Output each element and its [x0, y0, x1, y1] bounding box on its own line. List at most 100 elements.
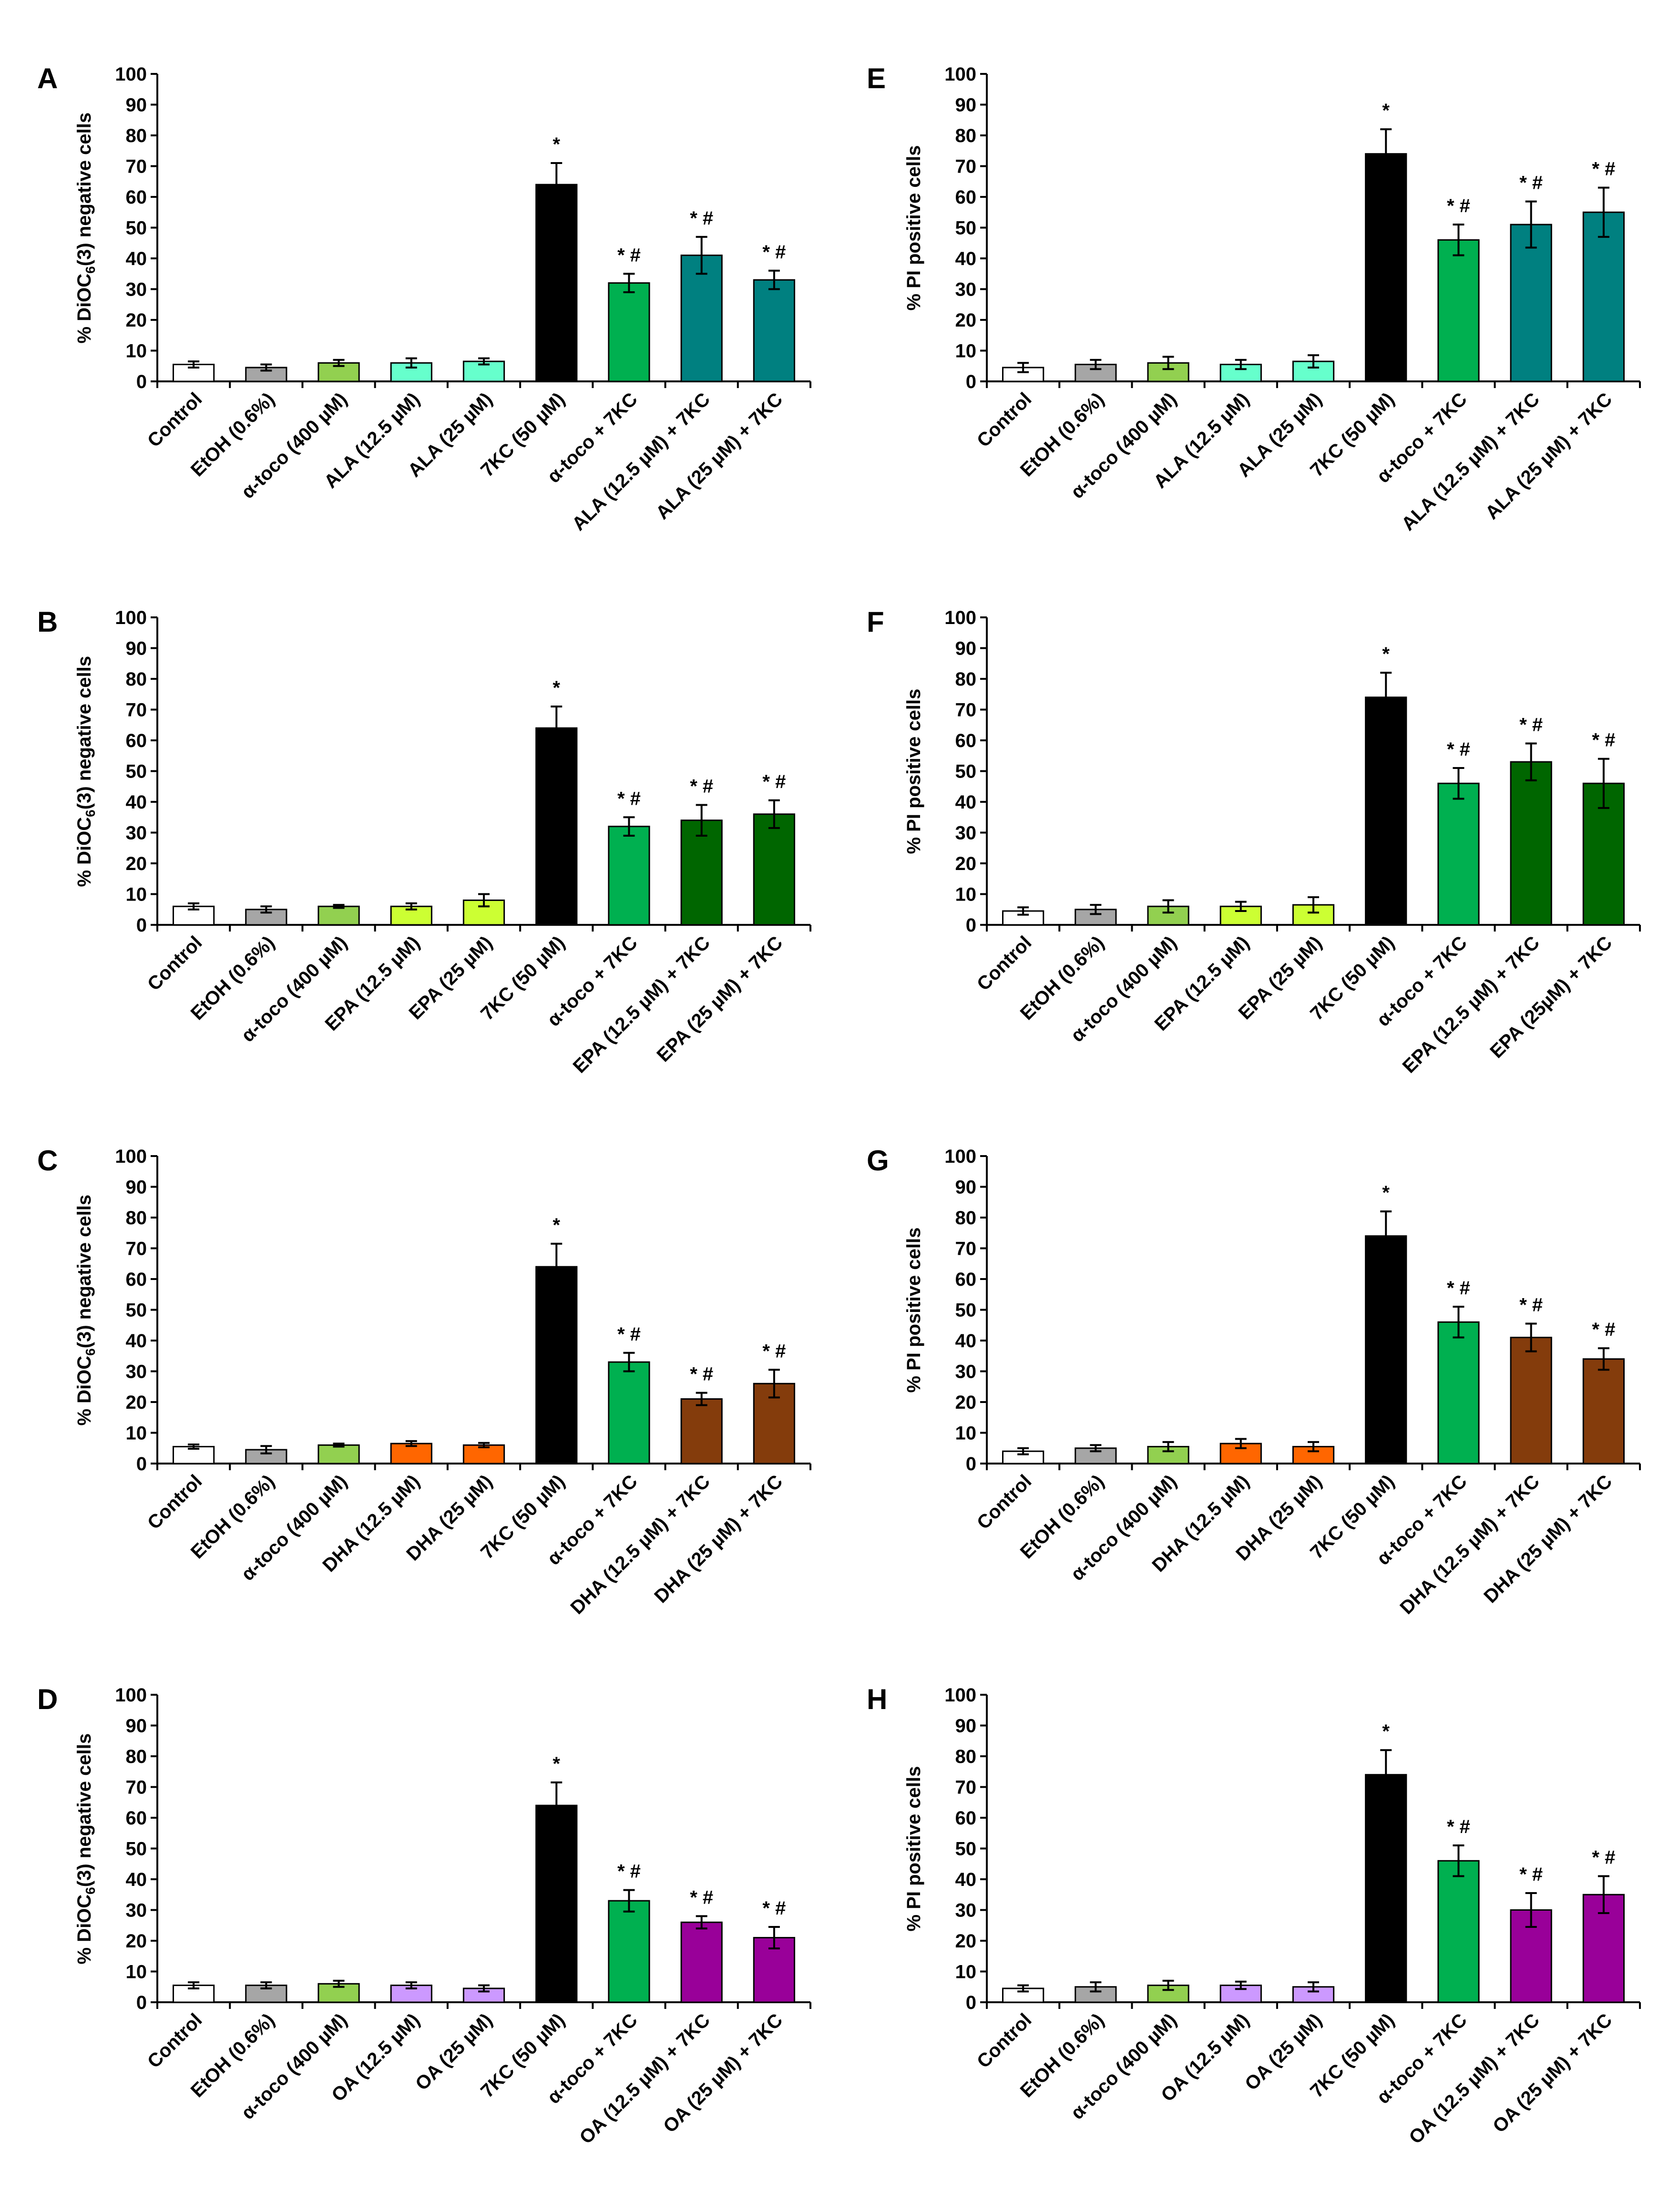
error-bar [1017, 362, 1029, 373]
error-bar [1308, 1981, 1319, 1993]
bar [608, 282, 650, 382]
significance-label: * # [762, 1898, 786, 1919]
x-tick-label: Control [973, 389, 1036, 451]
significance-label: * # [690, 208, 713, 229]
error-bar [260, 363, 272, 372]
bar [172, 1446, 215, 1464]
y-tick-label: 10 [126, 884, 147, 905]
error-bar [333, 358, 345, 367]
panel-letter: C [37, 1145, 58, 1177]
panel-letter: G [867, 1145, 889, 1177]
error-bar [333, 1443, 345, 1448]
error-bar [478, 1442, 490, 1448]
error-bar [1525, 200, 1537, 249]
x-tick-label: Control [973, 2009, 1036, 2072]
significance-label: * # [1519, 1295, 1543, 1316]
bar [1582, 1358, 1625, 1464]
y-tick-label: 30 [955, 279, 977, 300]
x-tick-label: Control [143, 1471, 206, 1534]
error-bar [1235, 1980, 1247, 1990]
error-bar [478, 1984, 490, 1993]
y-tick-label: 60 [955, 187, 977, 208]
y-tick-label: 90 [126, 1177, 147, 1198]
error-bar [405, 357, 417, 369]
y-tick-label: 20 [955, 1931, 977, 1952]
error-bar [1017, 1984, 1029, 1993]
error-bar [1308, 354, 1319, 369]
y-tick-label: 50 [126, 1300, 147, 1321]
x-tick-label: Control [143, 932, 206, 995]
y-tick-label: 50 [126, 218, 147, 239]
error-bar [1235, 358, 1247, 370]
chart-panel-h: H% PI positive cells 0 10 20 30 40 50 60 70 80 90 1… [830, 1621, 1659, 2160]
x-tick-label: ALA (12.5 µM) + 7KC [1398, 389, 1544, 534]
error-bar [405, 902, 417, 911]
bar [535, 727, 578, 926]
y-tick-label: 50 [955, 218, 977, 239]
y-tick-label: 80 [126, 1746, 147, 1767]
error-bar [1308, 896, 1319, 914]
bar [1510, 224, 1552, 382]
error-bar [768, 1369, 780, 1399]
bar [1582, 211, 1625, 382]
significance-label: * # [1447, 739, 1470, 760]
y-tick-label: 0 [966, 1992, 976, 2013]
error-bar [1162, 356, 1174, 370]
x-tick-label: ALA (25 µM) + 7KC [652, 389, 787, 523]
significance-label: * # [1447, 1278, 1470, 1299]
y-tick-label: 80 [126, 1208, 147, 1229]
y-tick-label: 10 [955, 1423, 977, 1444]
y-tick-label: 50 [126, 761, 147, 782]
error-bar [1162, 899, 1174, 914]
x-tick-label: OA (25 µM) + 7KC [1489, 2009, 1616, 2137]
significance-label: * # [617, 245, 641, 266]
error-bar [188, 1981, 200, 1989]
y-tick-label: 40 [126, 792, 147, 813]
chart-panel-b: B% DiOC6(3) negative cells 0 10 20 30 40 50 60 7… [0, 543, 830, 1082]
y-tick-label: 60 [126, 1808, 147, 1829]
y-tick-label: 30 [955, 1900, 977, 1921]
significance-label: * # [762, 1341, 786, 1362]
error-bar [623, 1889, 635, 1913]
bar [1365, 153, 1407, 382]
chart-panel-e: E% PI positive cells 0 10 20 30 40 50 60 70 80 90 1… [830, 0, 1659, 539]
error-bar [1598, 1347, 1609, 1371]
significance-label: * # [690, 776, 713, 797]
bar [1437, 239, 1480, 382]
y-tick-label: 0 [136, 1454, 147, 1475]
y-tick-label: 90 [955, 1177, 977, 1198]
y-tick-label: 50 [126, 1839, 147, 1860]
significance-label: * # [1447, 195, 1470, 216]
error-bar [1090, 1981, 1102, 1993]
error-bar [1453, 767, 1464, 800]
significance-label: * # [690, 1364, 713, 1385]
x-tick-label: EPA (12.5 µM) + 7KC [1399, 932, 1544, 1077]
bar [317, 1444, 360, 1464]
error-bar [623, 273, 635, 293]
y-tick-label: 100 [944, 64, 976, 85]
error-bar [1162, 1441, 1174, 1453]
x-tick-label: DHA (25 µM) + 7KC [1480, 1471, 1616, 1607]
error-bar [1598, 186, 1609, 238]
error-bar [768, 1925, 780, 1950]
bar [535, 1804, 578, 2003]
y-tick-label: 30 [126, 1900, 147, 1921]
significance-label: * [1382, 644, 1390, 665]
error-bar [1017, 1447, 1029, 1455]
bar [317, 905, 360, 926]
y-tick-label: 50 [955, 1300, 977, 1321]
bar [1365, 696, 1407, 926]
significance-label: * [1382, 100, 1390, 121]
y-tick-label: 80 [126, 125, 147, 146]
y-tick-label: 0 [136, 371, 147, 392]
significance-label: * # [690, 1887, 713, 1908]
x-tick-label: Control [143, 389, 206, 451]
error-bar [1598, 1875, 1609, 1914]
error-bar [1235, 901, 1247, 912]
chart-panel-c: C% DiOC6(3) negative cells 0 10 20 30 40 50 60 7… [0, 1082, 830, 1621]
significance-label: * # [762, 242, 786, 263]
bar [1510, 1337, 1552, 1464]
